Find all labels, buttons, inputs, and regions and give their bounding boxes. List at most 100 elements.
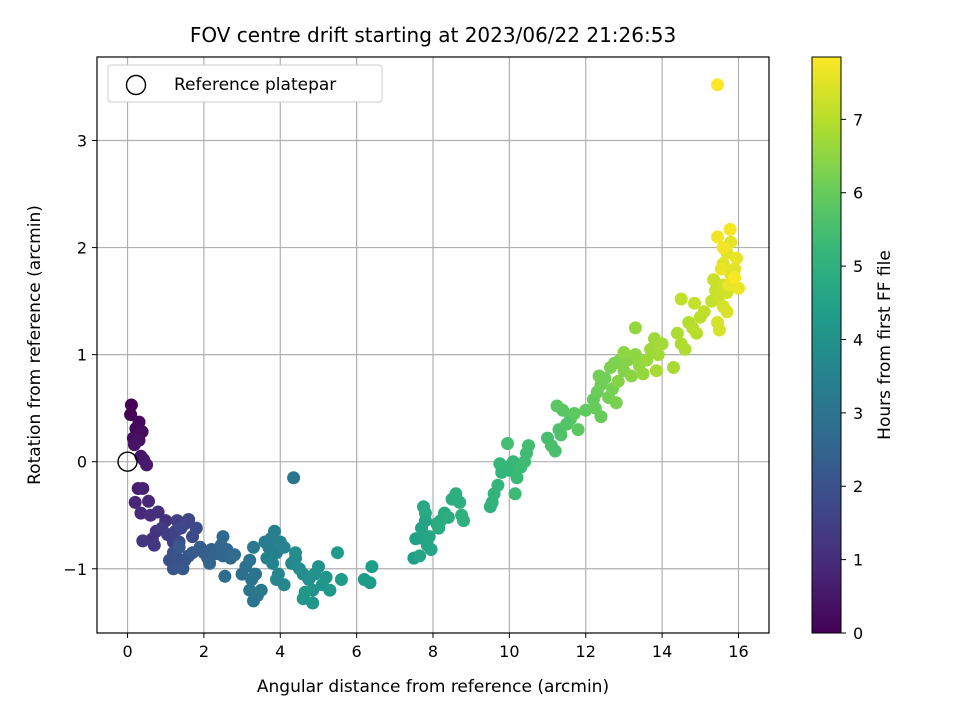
data-point bbox=[670, 326, 684, 340]
data-point bbox=[510, 471, 524, 485]
data-point bbox=[611, 374, 625, 388]
data-point bbox=[609, 396, 623, 410]
data-point bbox=[453, 495, 467, 509]
x-tick-label: 14 bbox=[652, 642, 672, 661]
data-point bbox=[127, 438, 141, 452]
x-axis-ticks: 0 2 4 6 8 10 12 14 16 bbox=[122, 633, 749, 661]
data-point bbox=[166, 562, 180, 576]
chart-title: FOV centre drift starting at 2023/06/22 … bbox=[190, 23, 676, 47]
data-point bbox=[298, 585, 312, 599]
data-point bbox=[688, 296, 701, 310]
colorbar bbox=[811, 56, 842, 634]
data-point bbox=[441, 510, 455, 524]
data-point bbox=[636, 367, 650, 381]
data-point bbox=[365, 560, 379, 574]
colorbar-tick-label: 6 bbox=[853, 184, 863, 203]
x-tick-label: 8 bbox=[428, 642, 438, 661]
data-point bbox=[697, 305, 711, 319]
data-point bbox=[218, 569, 232, 583]
grid-lines bbox=[97, 57, 769, 633]
data-point bbox=[323, 583, 337, 597]
data-point bbox=[723, 222, 737, 236]
data-point bbox=[243, 553, 257, 567]
colorbar-tick-label: 7 bbox=[853, 110, 863, 129]
data-point bbox=[730, 251, 743, 265]
data-point bbox=[690, 326, 703, 340]
colorbar-ticks: 0 1 2 3 4 5 6 7 bbox=[841, 110, 863, 643]
data-point bbox=[289, 546, 302, 560]
colorbar-label: Hours from first FF file bbox=[875, 250, 895, 440]
data-point bbox=[174, 521, 188, 535]
data-point bbox=[331, 546, 344, 560]
data-point bbox=[678, 342, 692, 356]
data-point bbox=[268, 524, 281, 538]
data-point bbox=[186, 530, 199, 544]
data-point bbox=[363, 576, 377, 590]
colorbar-tick-label: 5 bbox=[853, 257, 863, 276]
data-point bbox=[655, 337, 669, 351]
x-tick-label: 2 bbox=[199, 642, 209, 661]
x-tick-label: 4 bbox=[275, 642, 285, 661]
data-point bbox=[151, 505, 165, 519]
legend-label-reference: Reference platepar bbox=[174, 75, 336, 95]
data-point bbox=[508, 487, 522, 501]
data-point bbox=[457, 514, 470, 528]
data-point bbox=[270, 573, 283, 586]
y-axis-label: Rotation from reference (arcmin) bbox=[25, 205, 45, 485]
data-point bbox=[142, 494, 155, 508]
data-point bbox=[628, 348, 642, 362]
data-point bbox=[707, 273, 721, 287]
data-point bbox=[640, 353, 654, 367]
data-point bbox=[712, 323, 726, 337]
data-point bbox=[674, 292, 688, 306]
data-point bbox=[147, 538, 161, 552]
data-point bbox=[203, 556, 217, 570]
data-point bbox=[554, 428, 568, 442]
data-point bbox=[334, 573, 348, 586]
data-point bbox=[128, 495, 142, 509]
data-point bbox=[312, 560, 325, 574]
data-point bbox=[418, 506, 432, 520]
data-point bbox=[651, 348, 665, 362]
data-point bbox=[716, 241, 730, 255]
data-point bbox=[124, 408, 138, 422]
data-point bbox=[501, 437, 514, 450]
data-point bbox=[493, 457, 507, 471]
data-point bbox=[319, 570, 333, 584]
data-point bbox=[287, 471, 301, 485]
reference-platepar-marker bbox=[117, 451, 138, 472]
y-axis-ticks: −1 0 1 2 3 bbox=[63, 132, 97, 579]
x-tick-label: 6 bbox=[352, 642, 362, 661]
x-axis-label: Angular distance from reference (arcmin) bbox=[257, 677, 609, 697]
data-point bbox=[172, 540, 186, 554]
y-tick-label: 0 bbox=[77, 453, 87, 472]
data-point bbox=[594, 410, 608, 424]
colorbar-tick-label: 0 bbox=[853, 624, 863, 643]
data-point bbox=[136, 534, 150, 548]
x-tick-label: 12 bbox=[576, 642, 596, 661]
data-point bbox=[728, 271, 742, 285]
data-point bbox=[711, 230, 724, 244]
data-point bbox=[628, 321, 642, 335]
data-point bbox=[491, 478, 505, 492]
legend-box bbox=[107, 64, 383, 103]
data-point bbox=[522, 439, 535, 453]
data-point bbox=[732, 281, 745, 295]
x-tick-label: 0 bbox=[122, 642, 132, 661]
data-point bbox=[214, 538, 228, 552]
data-point bbox=[617, 346, 631, 359]
y-tick-label: 2 bbox=[77, 239, 87, 258]
data-point bbox=[667, 361, 680, 374]
legend: Reference platepar bbox=[107, 64, 383, 103]
data-point bbox=[422, 530, 436, 544]
y-tick-label: −1 bbox=[63, 560, 87, 579]
data-point bbox=[247, 540, 260, 554]
data-point bbox=[306, 596, 320, 610]
data-point bbox=[649, 364, 663, 378]
data-point bbox=[548, 444, 562, 458]
data-point bbox=[247, 594, 260, 608]
data-point bbox=[413, 549, 427, 563]
data-point bbox=[625, 369, 638, 383]
data-point bbox=[550, 399, 564, 413]
